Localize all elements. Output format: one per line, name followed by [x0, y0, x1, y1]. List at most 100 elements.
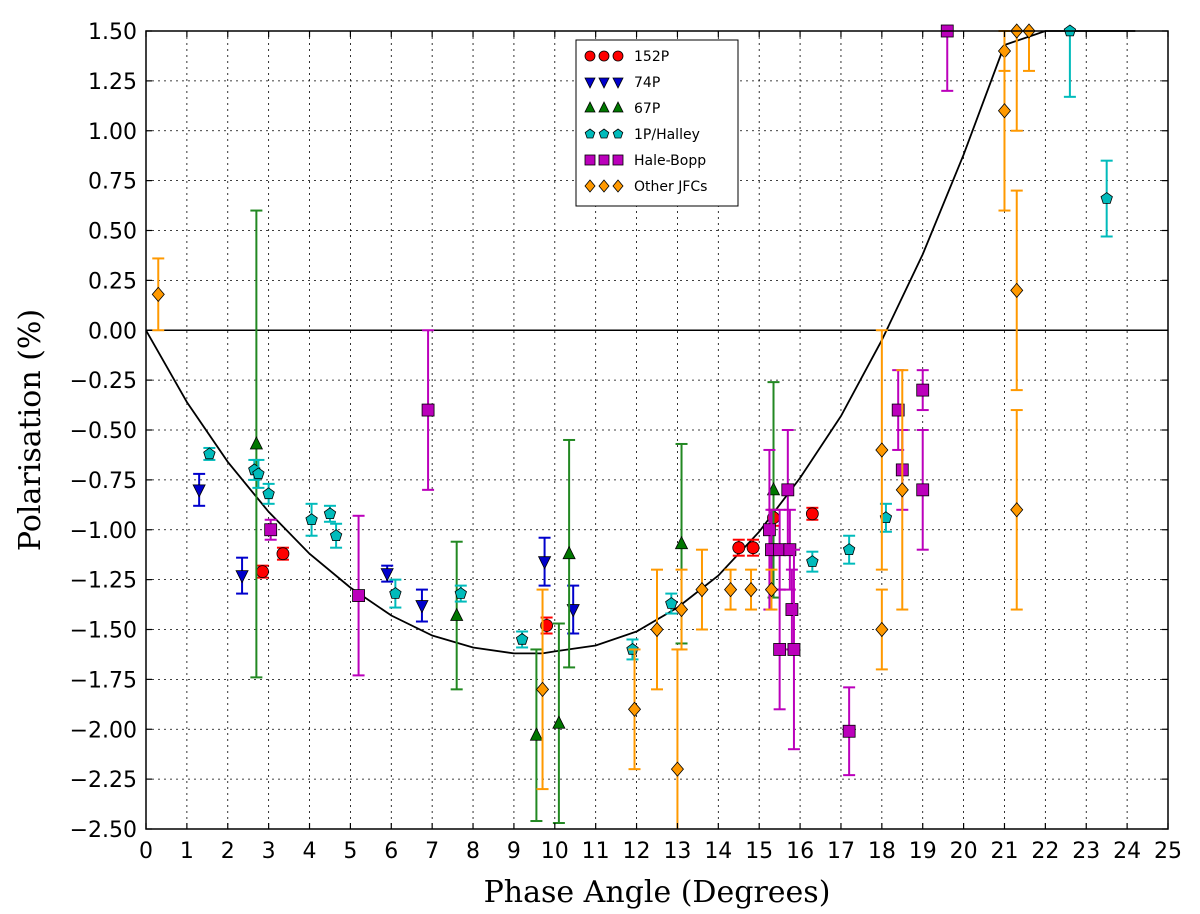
- legend-marker: [598, 77, 610, 89]
- data-point: [192, 484, 206, 498]
- data-point: [252, 467, 265, 480]
- data-point: [766, 481, 781, 496]
- legend-marker: [612, 77, 624, 89]
- data-point: [842, 724, 856, 738]
- y-tick-label: −0.75: [70, 469, 137, 494]
- data-point: [235, 570, 249, 584]
- data-point: [529, 727, 544, 741]
- data-point: [537, 556, 552, 570]
- x-tick-label: 8: [466, 839, 480, 864]
- data-point: [415, 600, 429, 614]
- legend-marker: [584, 128, 596, 139]
- series-67p: [249, 209, 781, 825]
- data-point: [787, 643, 801, 656]
- data-point: [203, 447, 216, 460]
- data-point: [805, 507, 819, 521]
- legend-label: 67P: [634, 101, 660, 117]
- data-point: [665, 597, 678, 609]
- legend-marker: [598, 128, 610, 139]
- x-tick-label: 23: [1072, 839, 1100, 864]
- data-point: [352, 589, 365, 602]
- data-point: [1010, 282, 1024, 298]
- y-tick-label: 0.50: [88, 220, 137, 245]
- y-tick-label: −2.50: [70, 818, 137, 843]
- data-point: [746, 541, 760, 555]
- y-axis-ticks: 1.50 1.25 1.00 0.75 0.50 0.25 0.00 −0.25 −0.50 −0…: [70, 20, 1168, 843]
- legend-marker: [584, 179, 596, 193]
- series-74p: [192, 472, 580, 635]
- y-tick-label: 1.25: [88, 70, 137, 95]
- y-tick-label: −0.50: [70, 419, 137, 444]
- y-tick-label: −1.75: [70, 668, 137, 693]
- y-tick-label: −2.00: [70, 718, 137, 743]
- legend-entry: 1P/Halley: [584, 127, 700, 143]
- data-point: [249, 436, 264, 450]
- data-point: [264, 523, 278, 537]
- fit-curve: [145, 30, 1136, 655]
- x-tick-label: 12: [623, 839, 651, 864]
- x-tick-label: 2: [221, 839, 235, 864]
- data-point: [305, 513, 318, 525]
- data-point: [842, 543, 856, 555]
- x-tick-label: 11: [582, 839, 610, 864]
- legend-marker: [584, 154, 596, 166]
- y-tick-label: −1.25: [70, 569, 137, 594]
- data-point: [323, 507, 337, 519]
- x-tick-label: 21: [990, 839, 1018, 864]
- legend-marker: [584, 77, 596, 89]
- legend-entry: 152P: [584, 49, 669, 65]
- data-point: [329, 529, 343, 541]
- legend: 152P 74P 67P 1P/Halley Hale-Bopp Other JFCs: [575, 39, 739, 207]
- y-tick-label: −0.25: [70, 369, 137, 394]
- y-tick-label: 0.25: [88, 269, 137, 294]
- data-point: [450, 607, 464, 621]
- data-point: [151, 286, 165, 302]
- x-tick-label: 0: [139, 839, 153, 864]
- data-point: [670, 761, 684, 777]
- data-point: [515, 633, 529, 645]
- data-point: [454, 587, 467, 599]
- legend-marker: [598, 50, 610, 62]
- legend-entry: Hale-Bopp: [584, 153, 706, 169]
- data-point: [916, 383, 930, 397]
- data-point: [895, 482, 909, 498]
- legend-label: Other JFCs: [634, 179, 707, 195]
- data-point: [389, 587, 402, 599]
- data-point: [566, 604, 580, 618]
- x-tick-label: 25: [1154, 839, 1182, 864]
- legend-marker: [598, 179, 610, 193]
- x-tick-label: 18: [868, 839, 896, 864]
- data-point: [562, 545, 576, 560]
- x-tick-label: 4: [303, 839, 317, 864]
- data-point: [276, 547, 290, 561]
- legend-marker: [598, 101, 610, 113]
- fit-curve-line: [145, 30, 1136, 655]
- x-tick-label: 13: [663, 839, 691, 864]
- y-tick-label: 1.00: [88, 120, 137, 145]
- x-tick-label: 15: [745, 839, 773, 864]
- legend-label: 74P: [634, 75, 660, 91]
- data-point: [650, 621, 664, 638]
- y-tick-label: 1.50: [88, 20, 137, 45]
- legend-box: [575, 39, 739, 207]
- data-point: [724, 581, 738, 598]
- data-point: [732, 541, 746, 555]
- legend-marker: [612, 101, 624, 113]
- data-point: [781, 483, 795, 497]
- x-tick-label: 3: [262, 839, 276, 864]
- x-tick-label: 16: [786, 839, 814, 864]
- data-point: [763, 523, 776, 537]
- legend-label: Hale-Bopp: [634, 153, 706, 169]
- data-point: [627, 701, 642, 717]
- series-other-jfcs: [151, 23, 1036, 829]
- x-axis-title: Phase Angle (Degrees): [484, 875, 831, 910]
- data-point: [675, 601, 689, 618]
- x-tick-label: 22: [1031, 839, 1059, 864]
- y-tick-label: −2.25: [70, 768, 137, 793]
- legend-marker: [612, 154, 624, 166]
- data-point: [891, 403, 905, 417]
- data-point: [764, 581, 778, 598]
- data-point: [380, 568, 394, 582]
- x-tick-label: 14: [704, 839, 732, 864]
